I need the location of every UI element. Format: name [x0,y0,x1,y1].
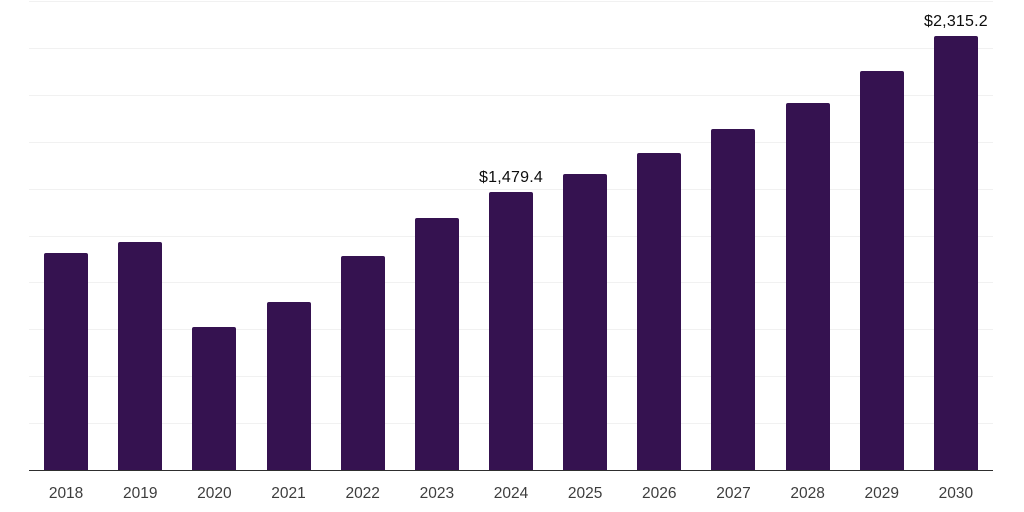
bar-2022 [340,256,385,470]
x-axis-line [29,470,993,471]
bar-2018 [44,253,89,470]
x-tick-label-2027: 2027 [716,485,751,502]
x-tick-label-2018: 2018 [48,485,84,502]
bar-2019 [118,241,163,470]
bar-2030 [933,35,978,470]
x-tick-label-2028: 2028 [790,485,825,502]
x-tick-label-2020: 2020 [197,485,232,502]
bar-2020 [192,327,237,470]
x-tick-label-2025: 2025 [567,485,603,502]
x-tick-label-2024: 2024 [493,485,529,502]
data-label-2030: $2,315.2 [923,12,988,30]
x-tick-label-2030: 2030 [938,485,974,502]
gridline [29,1,993,2]
gridline [29,141,993,143]
bar-2029 [859,71,904,470]
bar-2025 [563,174,608,470]
bar-2027 [711,129,756,470]
x-tick-label-2029: 2029 [864,485,900,502]
x-axis-tick-labels: 2018 2019 2020 2021 2022 2023 2024 2025 2026 2027… [29,484,993,504]
bar-2024 [489,192,533,470]
bar-2023 [414,217,459,470]
plot-area: $1,479.4 $2,315.2 [29,1,993,470]
x-tick-label-2026: 2026 [642,485,677,502]
gridline [29,188,993,190]
bar-2021 [266,302,311,470]
bar-2028 [785,103,830,470]
x-tick-label-2021: 2021 [271,485,306,502]
bar-2026 [637,152,682,470]
x-tick-label-2022: 2022 [345,485,380,502]
gridline [29,47,993,49]
gridline [29,94,993,96]
data-label-2024: $1,479.4 [479,169,543,187]
x-tick-label-2019: 2019 [122,485,158,502]
x-tick-label-2023: 2023 [419,485,455,502]
